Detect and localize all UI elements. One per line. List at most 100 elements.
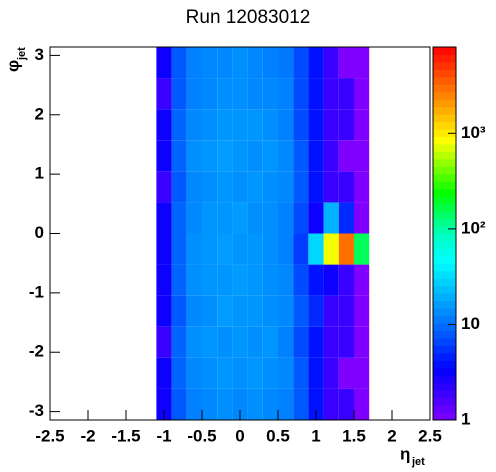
heatmap-cell [141,358,156,389]
heatmap-cell [141,265,156,296]
colorbar-step [433,240,456,249]
heatmap-cell [247,78,263,110]
heatmap-cell [415,171,430,202]
heatmap-cell [338,202,354,234]
heatmap-cell [262,202,278,234]
heatmap-cell [308,388,324,420]
y-axis-label: φ [3,60,22,72]
heatmap-cell [232,357,248,389]
heatmap-cell [369,47,384,78]
colorbar-step [433,106,456,115]
heatmap-cell [384,202,399,233]
heatmap-cell [186,326,202,358]
heatmap-cell [262,264,278,296]
colorbar-frame [432,46,457,421]
colorbar-step [433,226,456,234]
heatmap-cell [415,327,430,358]
colorbar-step [433,218,456,227]
heatmap-cell [384,78,399,109]
heatmap-cell [278,388,294,420]
heatmap-cell [323,326,339,358]
heatmap-cell [65,140,80,171]
heatmap-cell [384,265,399,296]
heatmap-cell [141,140,156,171]
heatmap-cell [171,264,187,296]
heatmap-cell [186,47,202,79]
heatmap-cell [369,234,384,265]
heatmap-cell [232,140,248,172]
heatmap-cell [323,357,339,389]
heatmap-cell [262,388,278,420]
heatmap-cell [338,78,354,110]
heatmap-cell [217,47,233,79]
heatmap-cell [338,171,354,203]
heatmap-cell [126,47,141,78]
z-tick-label: 1 [461,409,470,428]
heatmap-cell [141,327,156,358]
heatmap-cell [278,109,294,141]
heatmap-cell [171,202,187,234]
colorbar-step [433,151,456,160]
heatmap-cell [384,234,399,265]
colorbar-step [433,136,456,145]
colorbar-step [433,158,456,167]
colorbar-step [433,211,456,220]
heatmap-cell [232,388,248,420]
heatmap-cell [293,357,309,389]
heatmap-cell [293,264,309,296]
heatmap-cell [80,234,95,265]
x-tick-label: -1.5 [111,426,140,445]
heatmap-cell [141,389,156,420]
heatmap-cell [247,388,263,420]
heatmap-cell [111,171,126,202]
heatmap-cell [80,296,95,327]
heatmap-cell [400,140,415,171]
heatmap-cell [156,47,172,79]
heatmap-cell [126,109,141,140]
heatmap-cell [354,357,370,389]
heatmap-cell [156,171,172,203]
heatmap-cell [278,78,294,110]
heatmap-cell [80,109,95,140]
heatmap-cell [65,358,80,389]
heatmap-cell [202,47,218,79]
colorbar-step [433,47,456,55]
heatmap-cell [293,295,309,327]
heatmap-cell [369,358,384,389]
y-tick-label: 3 [35,45,44,64]
heatmap-cell [278,295,294,327]
heatmap-cell [262,295,278,327]
heatmap-cell [338,47,354,79]
y-axis-label-group: φ jet [3,47,27,72]
heatmap-cell [186,295,202,327]
heatmap-cell [126,265,141,296]
heatmap-cell [156,233,172,265]
colorbar-step [433,61,456,70]
heatmap-cell [400,109,415,140]
colorbar-step [433,188,456,197]
heatmap-cell [126,171,141,202]
heatmap-cell [186,388,202,420]
heatmap-cell [400,234,415,265]
heatmap-cell [308,202,324,234]
heatmap-cell [278,140,294,172]
heatmap-cell [262,47,278,79]
heatmap-cell [232,233,248,265]
heatmap-cell [323,78,339,110]
heatmap-cell [354,326,370,358]
heatmap-cell [293,233,309,265]
heatmap-cell [232,171,248,203]
heatmap-cell [323,202,339,234]
heatmap-cell [323,140,339,172]
heatmap-cell [50,358,65,389]
y-tick-label: 0 [35,223,44,242]
heatmap-cell [338,264,354,296]
heatmap-cell [384,358,399,389]
heatmap-cell [247,233,263,265]
colorbar-step [433,278,456,287]
heatmap-cell [400,47,415,78]
heatmap-cell [354,78,370,110]
heatmap-cell [247,264,263,296]
y-axis-label-sub: jet [16,47,28,61]
heatmap-cell [400,78,415,109]
